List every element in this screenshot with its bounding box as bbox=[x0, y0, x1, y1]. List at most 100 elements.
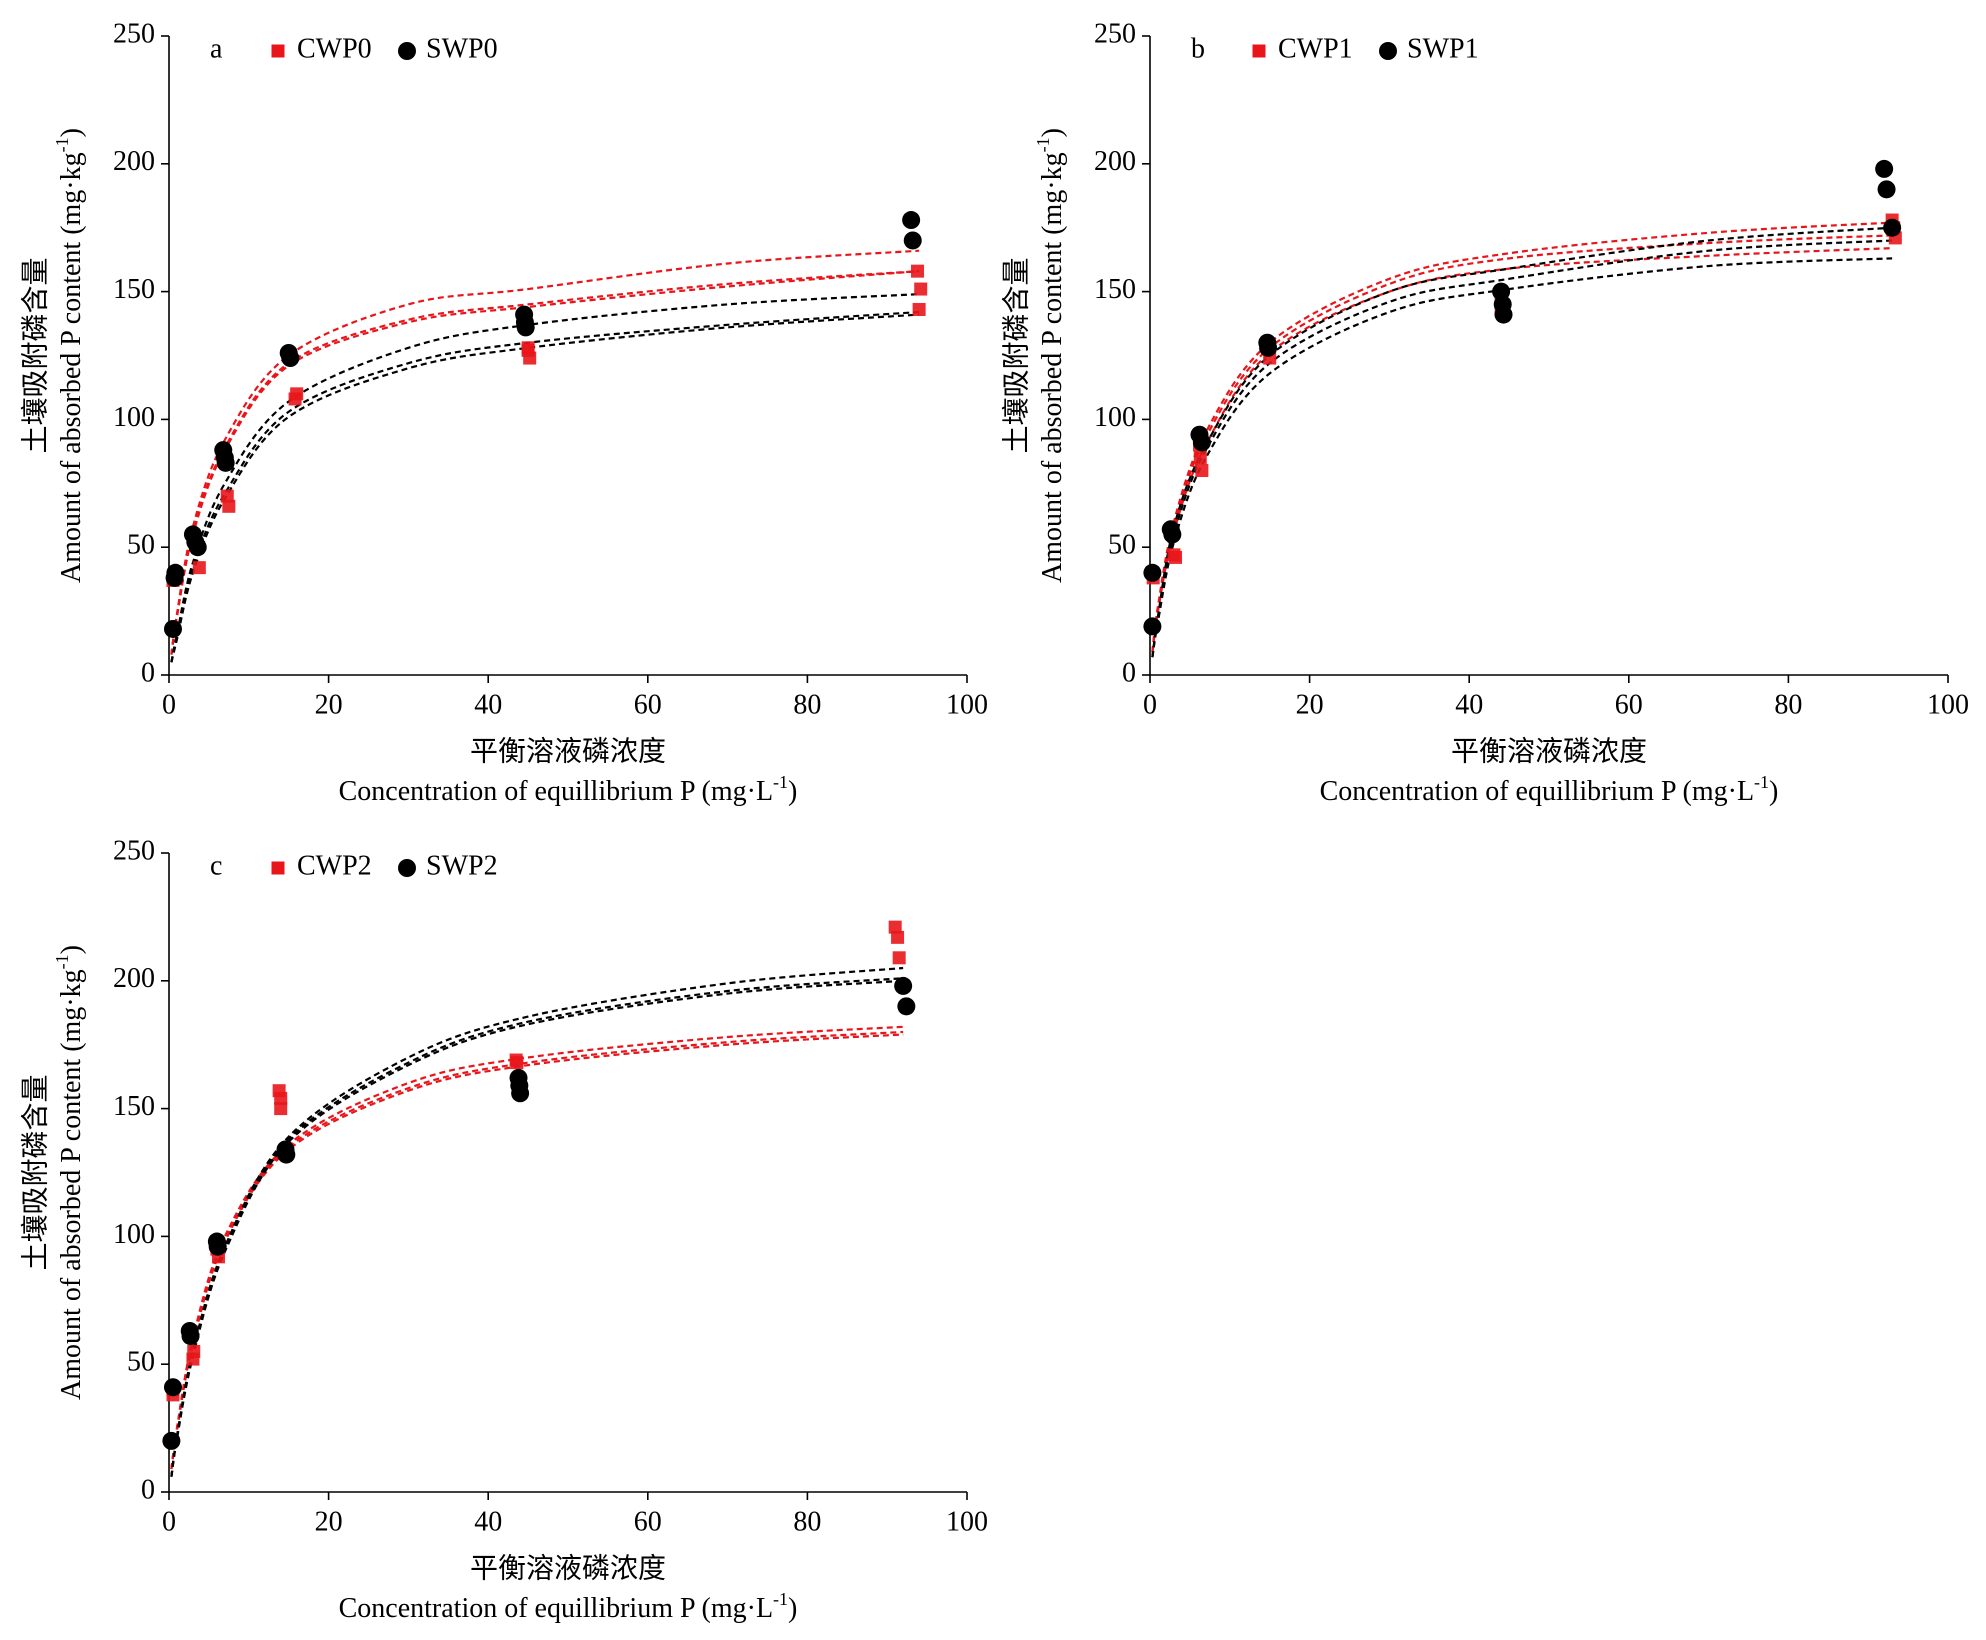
point bbox=[1259, 338, 1278, 357]
x-tick-label: 0 bbox=[162, 689, 176, 720]
point bbox=[888, 920, 902, 934]
legend-marker bbox=[1252, 44, 1266, 58]
fit-curve bbox=[1151, 257, 1893, 658]
y-tick-label: 200 bbox=[113, 963, 155, 994]
legend-label: SWP2 bbox=[426, 850, 498, 881]
fit-curve bbox=[170, 310, 920, 663]
y-tick-label: 100 bbox=[1094, 402, 1136, 433]
legend-label: CWP1 bbox=[1278, 33, 1353, 64]
y-label-cn: 土壤吸附磷含量 bbox=[1000, 257, 1032, 453]
point bbox=[281, 349, 300, 368]
panel-label: a bbox=[210, 33, 223, 64]
x-label-en: Concentration of equillibrium P (mg·L-1) bbox=[339, 1589, 798, 1624]
point bbox=[220, 489, 234, 503]
point bbox=[1193, 451, 1207, 465]
y-label-en-text: Amount of absorbed P content (mg·kg bbox=[56, 152, 87, 583]
x-label-en-end: ) bbox=[1769, 776, 1778, 807]
legend-label: SWP1 bbox=[1407, 33, 1479, 64]
point bbox=[222, 499, 236, 513]
point bbox=[897, 997, 916, 1016]
point bbox=[192, 561, 206, 575]
x-label-en: Concentration of equillibrium P (mg·L-1) bbox=[1320, 772, 1779, 807]
x-tick-label: 100 bbox=[946, 1506, 988, 1537]
y-tick-label: 250 bbox=[113, 835, 155, 866]
x-label-cn: 平衡溶液磷浓度 bbox=[470, 1552, 666, 1584]
y-tick-label: 0 bbox=[141, 1474, 155, 1505]
x-label-en-end: ) bbox=[788, 1593, 797, 1624]
fit-curve bbox=[1151, 239, 1893, 658]
point bbox=[511, 1084, 530, 1103]
point bbox=[894, 976, 913, 995]
x-tick-label: 0 bbox=[1143, 689, 1157, 720]
legend-label: SWP0 bbox=[426, 33, 498, 64]
y-tick-label: 100 bbox=[113, 402, 155, 433]
panel: 0 50 100 150 200 250 0 20 40 60 80 100 土壤吸附磷含量 Amount… bbox=[1000, 18, 1969, 807]
point bbox=[162, 1431, 181, 1450]
point bbox=[208, 1237, 227, 1256]
point bbox=[1494, 305, 1513, 324]
panel-label: c bbox=[210, 850, 222, 881]
x-label-en-end: ) bbox=[788, 776, 797, 807]
y-tick-label: 50 bbox=[1108, 530, 1136, 561]
y-label-en: Amount of absorbed P content (mg·kg-1) bbox=[52, 945, 87, 1400]
point bbox=[277, 1145, 296, 1164]
fit-curve bbox=[1151, 247, 1893, 653]
fit-curve bbox=[1151, 234, 1893, 653]
x-tick-label: 40 bbox=[474, 1506, 502, 1537]
x-label-en-sup: -1 bbox=[773, 772, 788, 792]
y-label-en-text: Amount of absorbed P content (mg·kg bbox=[1037, 152, 1068, 583]
y-label-en-end: ) bbox=[56, 945, 87, 954]
y-tick-label: 200 bbox=[1094, 146, 1136, 177]
y-tick-label: 100 bbox=[113, 1219, 155, 1250]
point bbox=[274, 1091, 288, 1105]
point bbox=[1192, 433, 1211, 452]
x-tick-label: 60 bbox=[634, 689, 662, 720]
point bbox=[290, 387, 304, 401]
x-tick-label: 40 bbox=[1455, 689, 1483, 720]
point bbox=[274, 1102, 288, 1116]
y-label-en: Amount of absorbed P content (mg·kg-1) bbox=[1033, 128, 1068, 583]
y-tick-label: 150 bbox=[1094, 274, 1136, 305]
x-tick-label: 60 bbox=[1615, 689, 1643, 720]
point bbox=[516, 318, 535, 337]
x-tick-label: 20 bbox=[315, 1506, 343, 1537]
fit-curve bbox=[170, 270, 920, 655]
x-label-cn: 平衡溶液磷浓度 bbox=[1451, 735, 1647, 767]
x-label-en-text: Concentration of equillibrium P (mg·L bbox=[339, 776, 773, 807]
x-label-cn: 平衡溶液磷浓度 bbox=[470, 735, 666, 767]
point bbox=[892, 951, 906, 965]
y-tick-label: 250 bbox=[113, 18, 155, 49]
y-label-cn: 土壤吸附磷含量 bbox=[19, 1074, 51, 1270]
y-tick-label: 0 bbox=[141, 657, 155, 688]
point bbox=[188, 538, 207, 557]
x-label-en: Concentration of equillibrium P (mg·L-1) bbox=[339, 772, 798, 807]
point bbox=[1195, 464, 1209, 478]
x-tick-label: 40 bbox=[474, 689, 502, 720]
fit-curve bbox=[170, 977, 904, 1477]
point bbox=[187, 1344, 201, 1358]
legend-marker bbox=[398, 859, 416, 877]
point bbox=[1875, 159, 1894, 178]
x-label-en-sup: -1 bbox=[1754, 772, 1769, 792]
y-label-en-text: Amount of absorbed P content (mg·kg bbox=[56, 969, 87, 1400]
point bbox=[1143, 563, 1162, 582]
panel: 0 50 100 150 200 250 0 20 40 60 80 100 土壤吸附磷含量 Amount… bbox=[19, 18, 988, 807]
legend-marker bbox=[398, 42, 416, 60]
legend-marker bbox=[271, 44, 285, 58]
x-tick-label: 0 bbox=[162, 1506, 176, 1537]
point bbox=[903, 231, 922, 250]
point bbox=[510, 1056, 524, 1070]
legend-label: CWP2 bbox=[297, 850, 372, 881]
point bbox=[166, 563, 185, 582]
y-label-en-sup: -1 bbox=[1033, 137, 1053, 152]
panel-label: b bbox=[1191, 33, 1205, 64]
point bbox=[216, 453, 235, 472]
legend-marker bbox=[271, 861, 285, 875]
fit-curve bbox=[170, 979, 904, 1477]
point bbox=[911, 264, 925, 278]
panel: 0 50 100 150 200 250 0 20 40 60 80 100 土壤吸附磷含量 Amount… bbox=[19, 835, 988, 1624]
y-tick-label: 150 bbox=[113, 1091, 155, 1122]
point bbox=[891, 930, 905, 944]
